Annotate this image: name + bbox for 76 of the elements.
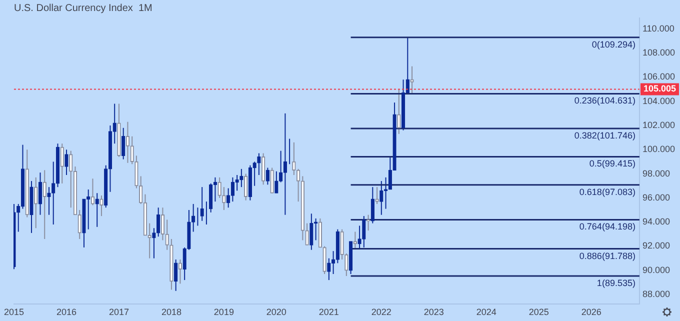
candlestick <box>47 186 51 216</box>
ref-line-label: 105.005 <box>643 84 676 94</box>
x-tick-label: 2018 <box>161 307 182 318</box>
candlestick <box>358 225 362 250</box>
candlestick <box>160 207 165 241</box>
y-tick-label: 102.000 <box>642 120 676 130</box>
y-tick-label: 110.000 <box>642 23 674 34</box>
candlestick <box>310 213 314 250</box>
y-tick-label: 96.000 <box>642 192 670 202</box>
x-tick-label: 2017 <box>108 307 129 318</box>
candlestick <box>327 258 331 281</box>
candlestick <box>122 127 126 160</box>
series-label: 1(89.535) <box>596 278 636 288</box>
candlestick <box>112 103 116 144</box>
y-tick-label: 94.000 <box>642 216 670 227</box>
y-tick-label: 108.000 <box>642 48 676 58</box>
series-label: 0.618(97.083) <box>579 186 636 197</box>
x-tick-label: 2021 <box>318 307 339 318</box>
candlestick <box>410 66 414 95</box>
x-tick-label: 2023 <box>424 307 444 318</box>
candlestick <box>305 222 309 246</box>
x-tick-label: 2015 <box>4 307 24 318</box>
candlestick <box>226 188 230 208</box>
candlestick <box>90 178 95 206</box>
candlestick <box>230 176 235 202</box>
x-tick-label: 2020 <box>266 307 286 318</box>
candlestick <box>362 216 366 248</box>
candlestick <box>42 170 46 240</box>
candlestick <box>257 152 261 176</box>
candlestick <box>222 186 226 211</box>
series-label: 0.236(104.631) <box>574 96 636 106</box>
candlestick <box>126 121 130 164</box>
y-tick-label: 90.000 <box>642 264 670 275</box>
x-tick-label: 2025 <box>528 307 549 318</box>
y-tick-label: 88.000 <box>642 289 670 300</box>
y-tick-label: 104.000 <box>642 96 676 106</box>
candlestick <box>95 192 99 228</box>
x-tick-label: 2016 <box>56 307 76 318</box>
series-label: 0.886(91.788) <box>579 250 636 261</box>
y-tick-label: 98.000 <box>642 168 670 178</box>
candlestick <box>200 186 204 222</box>
candlestick <box>380 180 384 216</box>
candlestick <box>100 195 104 217</box>
candlestick <box>322 246 326 275</box>
chart-title: U.S. Dollar Currency Index 1M <box>14 2 152 14</box>
y-tick-label: 92.000 <box>642 240 670 251</box>
x-tick-label: 2022 <box>371 307 392 318</box>
candlestick <box>152 228 156 259</box>
candlestick <box>192 203 196 232</box>
candlestick <box>283 112 288 216</box>
series-label: 0(109.294) <box>592 39 636 50</box>
candlestick <box>266 167 270 186</box>
candlestick <box>244 173 248 201</box>
y-tick-label: 100.000 <box>642 144 676 154</box>
candlestick <box>156 207 160 238</box>
series-label: 0.5(99.415) <box>589 158 636 169</box>
candlestick <box>375 186 379 204</box>
candlestick <box>261 152 266 186</box>
candlestick <box>34 176 38 229</box>
candlestick <box>235 174 239 192</box>
candlestick <box>270 167 274 194</box>
series-label: 0.764(94.198) <box>579 222 636 232</box>
series-label: 0.382(101.746) <box>574 130 636 141</box>
candlestick <box>274 170 278 194</box>
candlestick <box>60 143 64 184</box>
candlestick <box>38 172 42 216</box>
candlestick <box>240 168 244 188</box>
candlestick <box>64 149 68 176</box>
x-tick-label: 2026 <box>581 307 602 318</box>
candlestick <box>218 176 222 198</box>
y-tick-label: 106.000 <box>642 72 676 82</box>
candlestick <box>278 150 283 183</box>
candlestick <box>52 161 56 225</box>
x-tick-label: 2024 <box>476 307 496 318</box>
candlestick <box>331 250 336 275</box>
x-tick-label: 2019 <box>214 307 234 318</box>
